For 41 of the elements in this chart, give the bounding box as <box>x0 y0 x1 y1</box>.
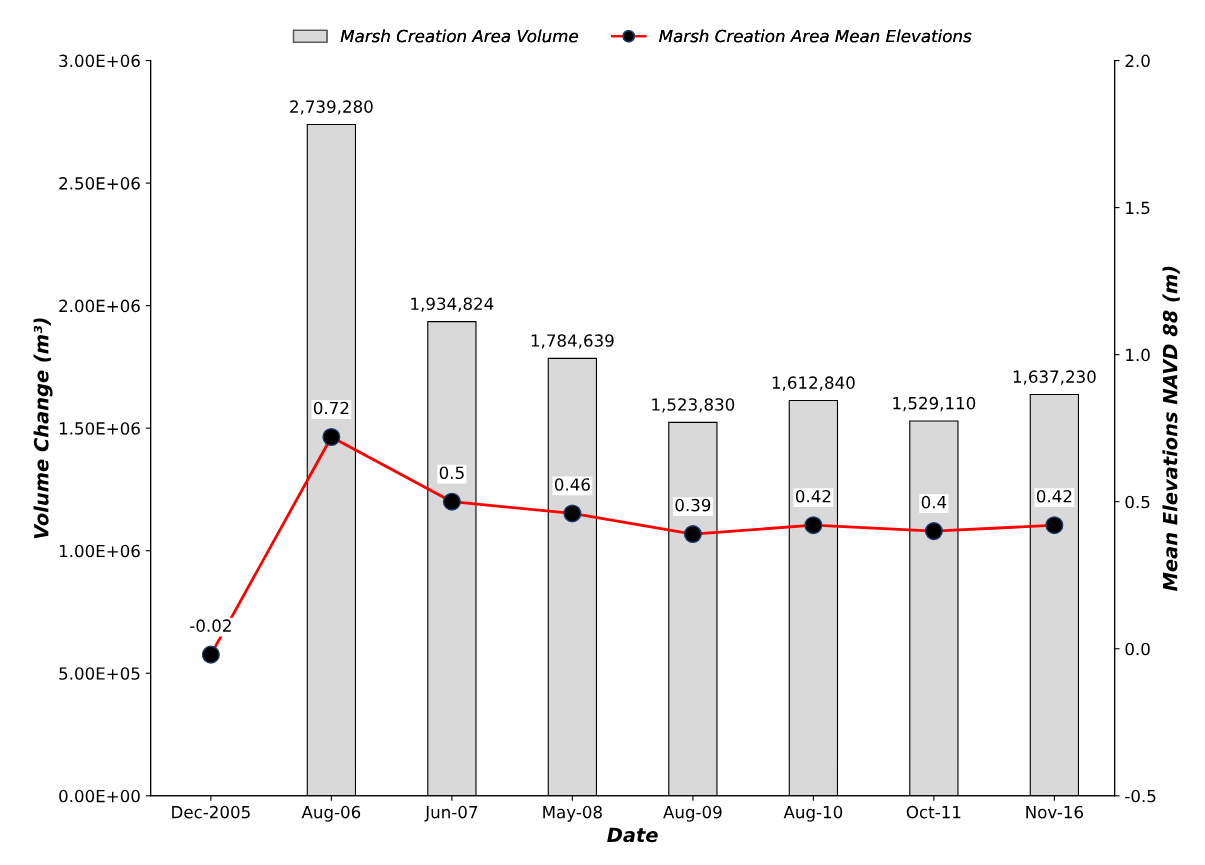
data-label: 0.42 <box>1036 489 1072 503</box>
x-tick-label: Aug-06 <box>301 805 361 822</box>
y2-tick-label: 2.0 <box>1125 54 1150 68</box>
y2-tick-label: -0.5 <box>1125 789 1156 803</box>
x-tick-label: May-08 <box>543 805 602 822</box>
x-tick-label: Dec-2005 <box>172 805 250 819</box>
data-label: -0.02 <box>190 619 231 632</box>
y-axis-title: Volume Change (m³) <box>33 318 53 539</box>
y2-tick-label: 1.5 <box>1126 201 1150 215</box>
data-label: 1,523,830 <box>652 398 735 413</box>
y-tick-label: 2.50E+06 <box>59 177 140 190</box>
y2-tick-label: 0.5 <box>1125 495 1150 509</box>
data-label: 0.5 <box>439 466 464 480</box>
y-tick-label: 3.00E+06 <box>59 54 140 68</box>
y2-tick-label: 0.0 <box>1125 642 1150 656</box>
data-label: 1,784,639 <box>531 334 614 349</box>
data-label: 1,612,840 <box>772 376 855 391</box>
x-tick-label: Oct-11 <box>906 805 961 819</box>
data-label: 2,739,280 <box>290 100 373 115</box>
data-label: 1,934,824 <box>411 297 494 312</box>
y-tick-label: 0.00E+00 <box>59 789 140 803</box>
data-label: 1,637,230 <box>1013 370 1096 385</box>
x-tick-label: Jun-07 <box>424 805 478 822</box>
data-label: 0.72 <box>313 401 349 415</box>
y2-tick-label: 1.0 <box>1126 348 1150 362</box>
y-tick-label: 5.00E+05 <box>59 667 140 680</box>
x-axis-title: Date <box>607 827 658 843</box>
x-tick-label: Aug-10 <box>783 805 843 822</box>
y-tick-label: 1.50E+06 <box>59 422 140 435</box>
x-tick-label: Nov-16 <box>1026 805 1083 819</box>
legend-label: Marsh Creation Area Mean Elevations <box>659 29 972 43</box>
y2-axis-title: Mean Elevations NAVD 88 (m) <box>1162 266 1180 592</box>
legend-label: Marsh Creation Area Volume <box>340 29 578 43</box>
data-label: 1,529,110 <box>893 396 976 412</box>
y-tick-label: 2.00E+06 <box>59 299 140 313</box>
y-tick-label: 1.00E+06 <box>59 544 140 558</box>
data-label: 0.39 <box>675 498 711 512</box>
data-label: 0.4 <box>921 495 947 509</box>
data-label: 0.42 <box>795 489 831 503</box>
x-tick-label: Aug-09 <box>663 805 722 822</box>
data-label: 0.46 <box>554 478 590 491</box>
